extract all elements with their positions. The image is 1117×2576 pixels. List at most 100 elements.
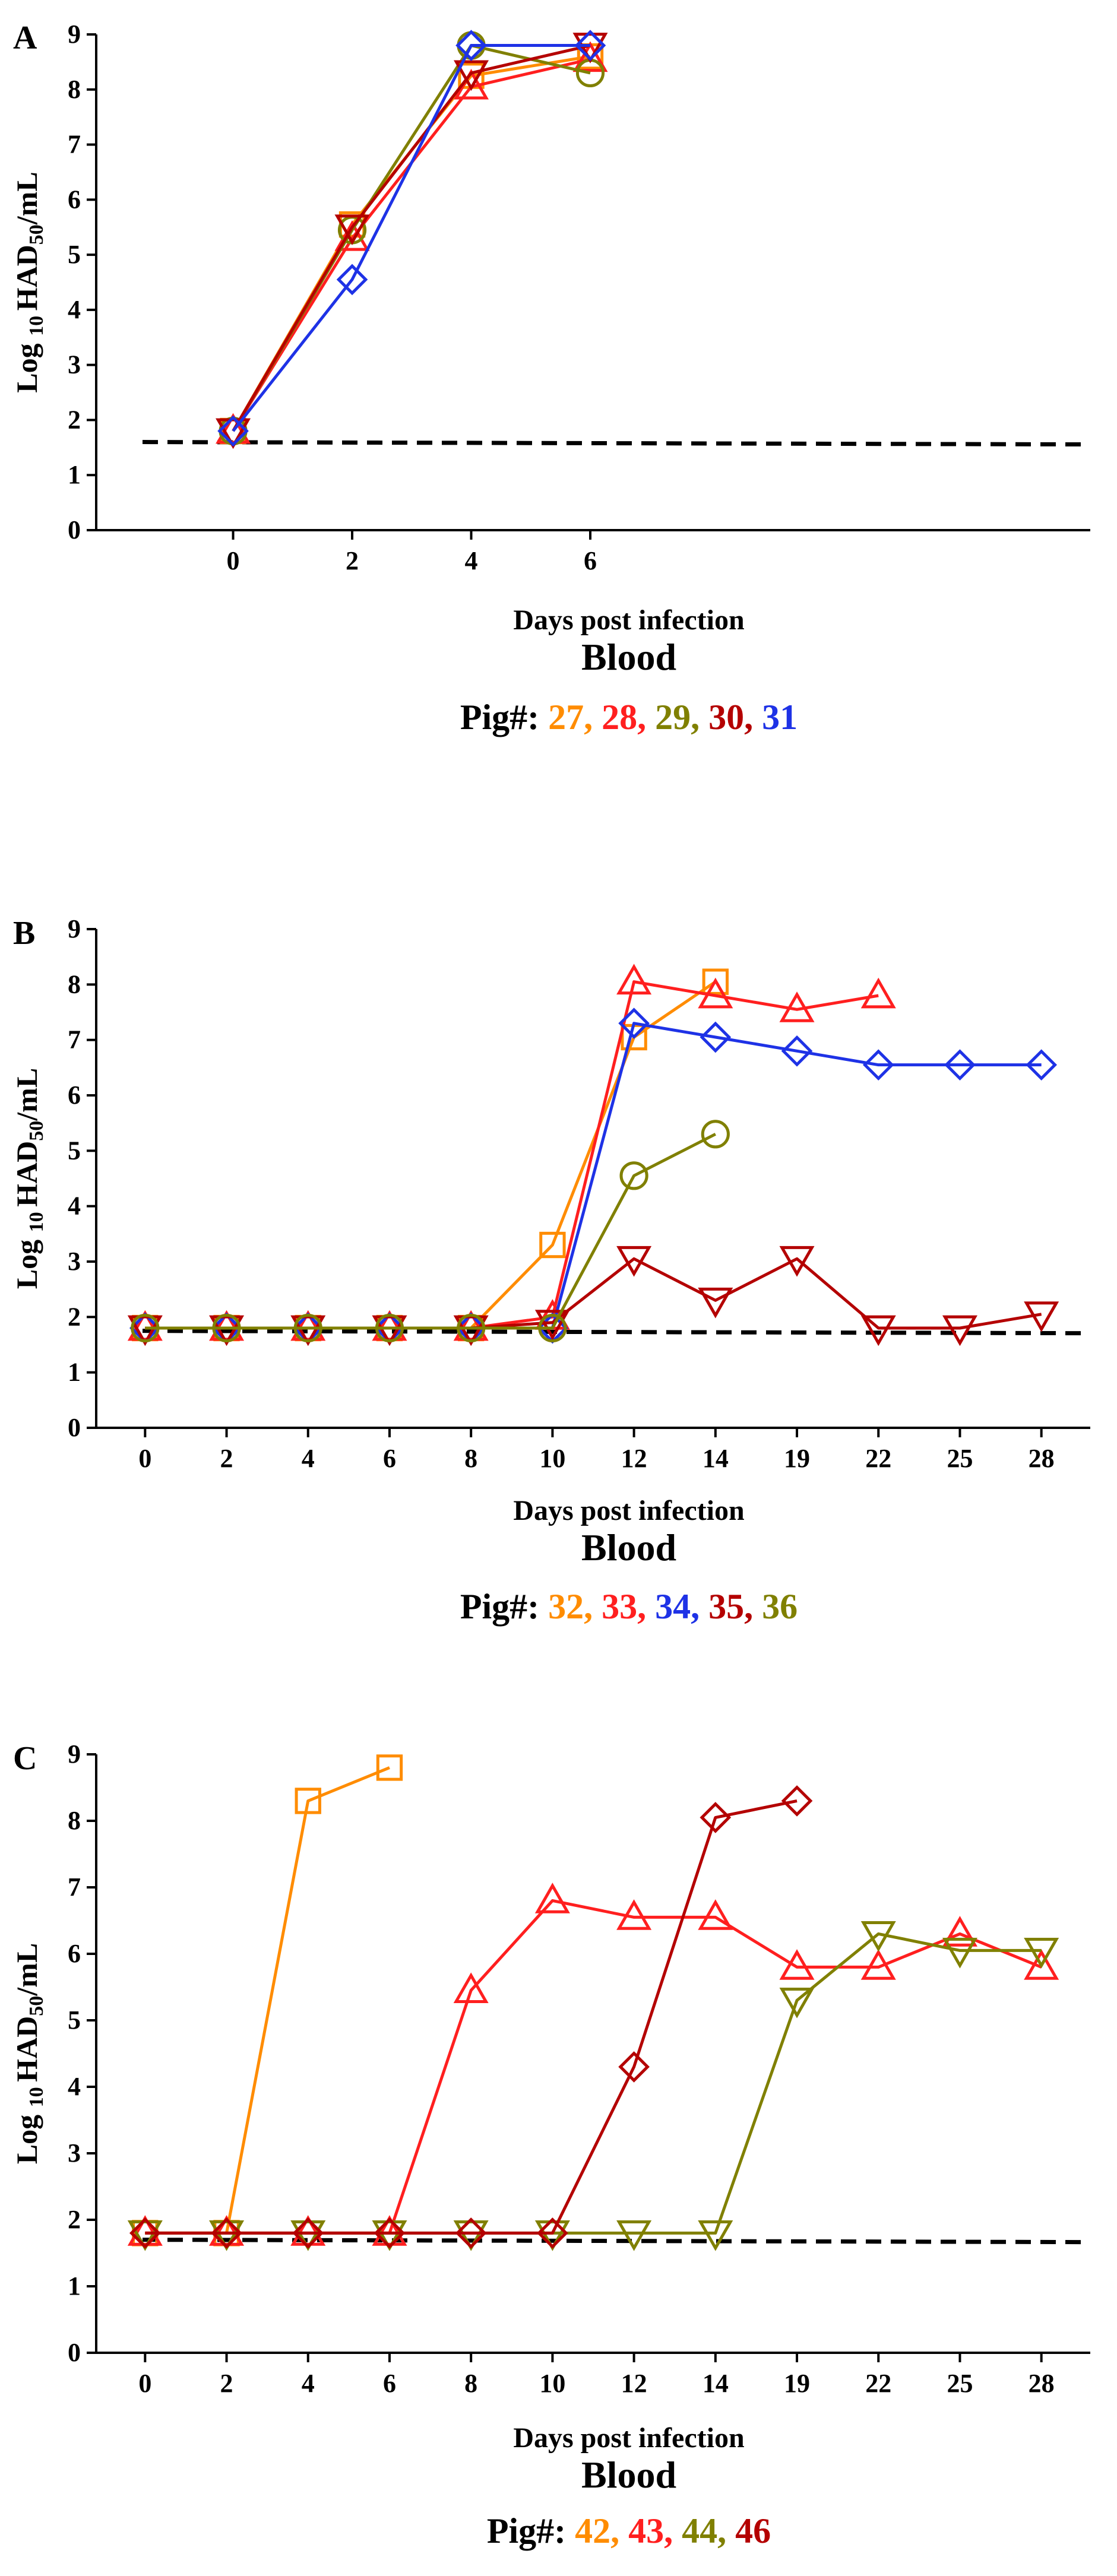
chart-title: Blood bbox=[581, 2454, 676, 2496]
legend: Pig#: 27, 28, 29, 30, 31 bbox=[460, 698, 798, 737]
y-axis-label: Log 10 HAD50/mL bbox=[10, 1068, 48, 1289]
data-point bbox=[538, 1313, 567, 1343]
data-point bbox=[290, 1310, 326, 1341]
data-point bbox=[129, 2217, 161, 2249]
data-point bbox=[700, 1802, 732, 1833]
legend-entry-30: 30, bbox=[708, 698, 762, 737]
x-tick-label: 0 bbox=[227, 546, 240, 575]
panel-label: C bbox=[13, 1740, 37, 1777]
data-point bbox=[457, 1313, 486, 1343]
x-tick-label: 28 bbox=[1029, 1444, 1055, 1473]
x-tick-label: 12 bbox=[621, 1444, 647, 1473]
series-line bbox=[145, 1022, 1042, 1330]
series-46 bbox=[129, 1785, 813, 2249]
x-tick-label: 0 bbox=[138, 1444, 151, 1473]
data-point bbox=[216, 418, 251, 449]
y-tick-label: 2 bbox=[68, 2205, 81, 2234]
legend-entry-35: 35, bbox=[708, 1587, 762, 1626]
y-tick-label: 8 bbox=[68, 1806, 81, 1835]
data-point bbox=[131, 1313, 160, 1343]
x-tick-label: 4 bbox=[465, 546, 478, 575]
series-33 bbox=[127, 964, 896, 1341]
legend-entry-27: 27, bbox=[548, 698, 602, 737]
series-line bbox=[145, 1257, 1042, 1330]
legend-entry-36: 36 bbox=[762, 1587, 798, 1626]
series-line bbox=[232, 58, 591, 432]
data-point bbox=[372, 2220, 407, 2251]
data-point bbox=[1024, 1949, 1059, 1980]
series-line bbox=[145, 1766, 390, 2235]
x-tick-label: 25 bbox=[947, 1444, 973, 1473]
data-point bbox=[572, 33, 608, 64]
series-line bbox=[232, 55, 591, 432]
data-point bbox=[700, 1021, 732, 1053]
series-line bbox=[232, 44, 591, 432]
legend-entry-43: 43, bbox=[628, 2511, 682, 2550]
legend-entry-28: 28, bbox=[602, 698, 655, 737]
data-point bbox=[290, 2220, 326, 2251]
y-tick-label: 2 bbox=[68, 405, 81, 434]
data-point bbox=[860, 1921, 896, 1952]
legend-prefix: Pig#: bbox=[460, 1587, 548, 1626]
data-point bbox=[616, 964, 652, 995]
y-tick-label: 0 bbox=[68, 1413, 81, 1442]
x-tick-label: 25 bbox=[947, 2369, 973, 2398]
legend-entry-34: 34, bbox=[655, 1587, 708, 1626]
x-tick-label: 19 bbox=[784, 2369, 810, 2398]
y-tick-label: 2 bbox=[68, 1302, 81, 1331]
data-point bbox=[374, 2217, 406, 2249]
data-point bbox=[209, 1315, 245, 1346]
data-point bbox=[453, 1315, 489, 1346]
x-tick-label: 6 bbox=[584, 546, 597, 575]
data-point bbox=[292, 2217, 324, 2249]
data-point bbox=[211, 2217, 242, 2249]
data-point bbox=[375, 1313, 404, 1343]
data-point bbox=[127, 1315, 163, 1346]
data-point bbox=[217, 415, 249, 447]
data-point bbox=[942, 1315, 977, 1346]
legend-entry-44: 44, bbox=[682, 2511, 735, 2550]
y-tick-label: 4 bbox=[68, 295, 81, 324]
reference-line bbox=[142, 2238, 1086, 2245]
x-tick-label: 28 bbox=[1029, 2369, 1055, 2398]
reference-line bbox=[142, 440, 1086, 447]
y-tick-label: 9 bbox=[68, 20, 81, 49]
data-point bbox=[860, 977, 896, 1009]
y-axis-label: Log 10 HAD50/mL bbox=[10, 172, 48, 392]
data-point bbox=[618, 2051, 650, 2083]
data-point bbox=[372, 1310, 407, 1341]
data-point bbox=[455, 2217, 487, 2249]
series-27 bbox=[220, 43, 604, 445]
y-tick-label: 5 bbox=[68, 2005, 81, 2035]
x-tick-label: 14 bbox=[703, 1444, 729, 1473]
legend-prefix: Pig#: bbox=[460, 698, 548, 737]
x-tick-label: 19 bbox=[784, 1444, 810, 1473]
y-tick-label: 3 bbox=[68, 2138, 81, 2168]
data-point bbox=[779, 991, 815, 1022]
x-tick-label: 10 bbox=[539, 2369, 565, 2398]
series-44 bbox=[127, 1921, 1059, 2251]
data-point bbox=[293, 1313, 322, 1343]
x-tick-label: 8 bbox=[464, 2369, 477, 2398]
data-point bbox=[127, 2220, 163, 2251]
y-tick-label: 7 bbox=[68, 1872, 81, 1902]
data-point bbox=[372, 2215, 407, 2246]
data-point bbox=[616, 2220, 652, 2251]
y-tick-label: 4 bbox=[68, 1192, 81, 1221]
y-tick-label: 3 bbox=[68, 350, 81, 379]
legend-prefix: Pig#: bbox=[487, 2511, 575, 2550]
data-point bbox=[534, 1310, 570, 1341]
legend-entry-29: 29, bbox=[655, 698, 708, 737]
data-point bbox=[209, 2220, 245, 2251]
y-tick-label: 6 bbox=[68, 1939, 81, 1968]
x-tick-label: 2 bbox=[346, 546, 359, 575]
data-point bbox=[619, 1161, 648, 1190]
data-point bbox=[1024, 1938, 1059, 1969]
y-tick-label: 4 bbox=[68, 2072, 81, 2101]
chart-title: Blood bbox=[581, 1526, 676, 1569]
x-tick-label: 12 bbox=[621, 2369, 647, 2398]
data-point bbox=[572, 41, 608, 72]
series-32 bbox=[132, 968, 729, 1342]
y-tick-label: 7 bbox=[68, 1025, 81, 1054]
